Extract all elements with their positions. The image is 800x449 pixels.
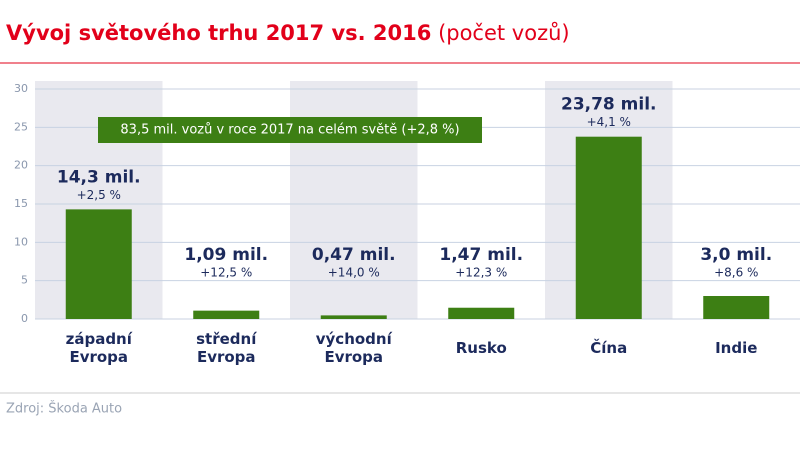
annotation-box <box>98 117 482 143</box>
change-label: +8,6 % <box>714 266 758 280</box>
value-label: 1,47 mil. <box>439 245 523 265</box>
value-label: 3,0 mil. <box>700 245 772 265</box>
value-label: 14,3 mil. <box>57 167 141 187</box>
change-label: +2,5 % <box>77 188 121 202</box>
title: Vývoj světového trhu 2017 vs. 2016 <box>6 21 431 45</box>
x-tick-label: Indie <box>715 339 758 357</box>
y-tick-label: 30 <box>14 82 28 95</box>
value-label: 0,47 mil. <box>312 245 396 265</box>
value-label: 1,09 mil. <box>184 245 268 265</box>
y-tick-label: 15 <box>14 197 28 210</box>
bar <box>320 315 387 319</box>
y-tick-label: 20 <box>14 159 28 172</box>
bar <box>575 136 642 319</box>
change-label: +4,1 % <box>587 115 631 129</box>
annotation: 83,5 mil. vozů v roce 2017 na celém svět… <box>120 123 459 138</box>
chart-title: Vývoj světového trhu 2017 vs. 2016 (poče… <box>6 21 570 45</box>
bar <box>65 209 132 319</box>
y-tick-label: 25 <box>14 120 28 133</box>
column-band <box>290 81 418 319</box>
y-tick-label: 5 <box>21 274 28 287</box>
change-label: +14,0 % <box>328 266 380 280</box>
x-tick-label: Rusko <box>455 339 507 357</box>
change-label: +12,3 % <box>455 266 507 280</box>
bar <box>193 310 260 319</box>
y-tick-label: 10 <box>14 235 28 248</box>
x-tick-label: východní Evropa <box>315 330 392 366</box>
bar <box>448 307 515 319</box>
subtitle: (počet vozů) <box>438 21 570 45</box>
x-tick-label: střední Evropa <box>196 330 257 366</box>
bar <box>703 296 770 319</box>
change-label: +12,5 % <box>200 266 252 280</box>
x-tick-label: západní Evropa <box>65 330 132 366</box>
value-label: 23,78 mil. <box>561 95 657 115</box>
y-tick-label: 0 <box>21 312 28 325</box>
source: Zdroj: Škoda Auto <box>6 401 122 417</box>
x-tick-label: Čína <box>590 339 628 357</box>
